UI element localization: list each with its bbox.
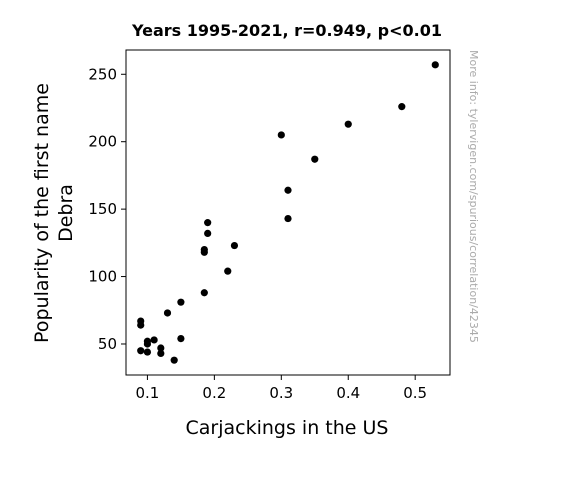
data-point (398, 103, 406, 111)
x-axis-label: Carjackings in the US (186, 417, 389, 439)
x-axis: 0.1 0.2 0.3 0.4 0.5 (135, 375, 427, 402)
data-point (200, 289, 208, 297)
data-point (150, 336, 158, 344)
data-point (204, 229, 212, 238)
data-point (157, 349, 165, 358)
data-point (230, 241, 239, 250)
data-point (284, 186, 292, 194)
watermark: More info: tylervigen.com/spurious/corre… (467, 50, 480, 343)
y-tick-label: 50 (98, 335, 117, 353)
x-tick-label: 0.4 (336, 384, 360, 402)
x-tick-label: 0.2 (202, 384, 226, 402)
x-tick-label: 0.5 (403, 384, 427, 402)
chart-title: Years 1995-2021, r=0.949, p<0.01 (131, 21, 442, 40)
data-point (143, 348, 152, 356)
x-tick-label: 0.3 (269, 384, 293, 402)
data-point (170, 356, 178, 364)
data-point (137, 321, 145, 329)
plot-area (125, 49, 451, 376)
data-point (143, 340, 152, 348)
data-point (311, 155, 319, 163)
data-point (224, 267, 232, 275)
y-axis-label-line-1: Popularity of the first name (31, 83, 53, 343)
data-point (284, 214, 292, 223)
data-points (137, 61, 439, 364)
data-point (200, 248, 208, 256)
data-point (344, 120, 352, 128)
data-point (137, 347, 145, 355)
data-point (157, 344, 165, 352)
plot-frame (125, 49, 451, 376)
y-axis-label-line-2: Debra (55, 184, 77, 242)
data-point (177, 334, 185, 343)
data-point (277, 131, 285, 139)
data-point (204, 219, 212, 227)
y-axis: 50 100 150 200 250 (88, 65, 126, 353)
y-tick-label: 150 (88, 200, 117, 218)
y-tick-label: 250 (88, 65, 117, 83)
y-tick-label: 100 (88, 268, 117, 286)
data-point (431, 61, 439, 69)
data-point (177, 298, 185, 306)
y-tick-label: 200 (88, 133, 117, 151)
data-point (163, 309, 172, 317)
watermark-text: More info: tylervigen.com/spurious/corre… (467, 50, 480, 343)
y-axis-label: Popularity of the first name Debra (31, 83, 77, 343)
x-tick-label: 0.1 (135, 384, 159, 402)
